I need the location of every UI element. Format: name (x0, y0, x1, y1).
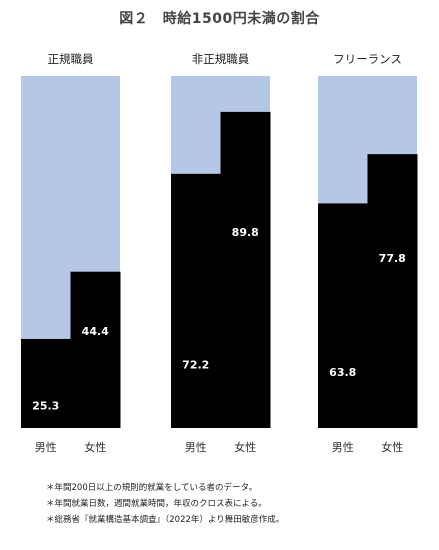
bar (318, 203, 368, 428)
bar (21, 338, 71, 428)
note-1: ＊年間200日以上の規則的就業をしている者のデータ。 (46, 483, 258, 493)
bar (70, 271, 121, 428)
category-label: 女性 (234, 440, 256, 454)
data-label: 63.8 (329, 366, 356, 379)
note-2: ＊年間就業日数，週間就業時間，年収のクロス表による。 (46, 499, 267, 509)
group-label: フリーランス (333, 52, 402, 66)
category-label: 女性 (381, 440, 403, 454)
chart-title: 図２ 時給1500円未満の割合 (119, 11, 320, 27)
category-label: 男性 (332, 440, 354, 454)
data-label: 77.8 (379, 252, 406, 265)
data-label: 25.3 (32, 400, 59, 413)
bar (220, 111, 271, 429)
data-label: 89.8 (232, 226, 259, 239)
chart-area: 正規職員 25.3 男性 44.4 女性 非正規職員 72.2 男性 89.8 女性 フリーランス 6… (21, 52, 418, 454)
bar (367, 154, 418, 429)
category-label: 男性 (35, 440, 57, 454)
category-label: 女性 (84, 440, 106, 454)
group-label: 非正規職員 (192, 52, 250, 66)
data-label: 72.2 (182, 358, 209, 371)
bar (171, 173, 221, 428)
group-label: 正規職員 (48, 52, 94, 66)
category-label: 男性 (185, 440, 207, 454)
notes: ＊年間200日以上の規則的就業をしている者のデータ。 ＊年間就業日数，週間就業時… (46, 480, 284, 528)
note-3: ＊総務省『就業構造基本調査』（2022年）より舞田敏彦作成。 (46, 515, 285, 525)
data-label: 44.4 (82, 325, 109, 338)
